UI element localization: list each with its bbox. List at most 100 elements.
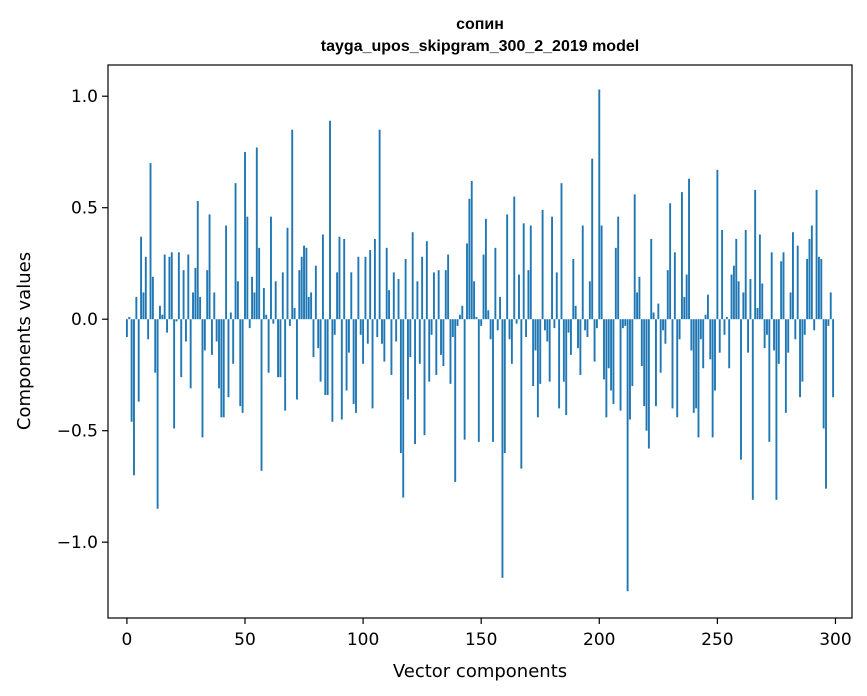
bar	[794, 319, 797, 340]
bar	[553, 319, 556, 329]
bar	[312, 319, 315, 358]
bar	[236, 281, 239, 320]
bar	[780, 261, 783, 320]
bar	[388, 290, 391, 320]
bar	[409, 319, 412, 358]
bar	[347, 319, 350, 353]
bar	[418, 319, 421, 364]
bar	[544, 319, 546, 331]
bar	[555, 272, 558, 320]
bar	[314, 265, 317, 320]
bar	[477, 319, 480, 442]
bar	[711, 319, 714, 438]
bar	[735, 238, 738, 320]
bar	[777, 319, 780, 364]
bar	[603, 319, 605, 380]
bar	[633, 194, 636, 320]
bar	[267, 319, 270, 373]
bar	[407, 319, 409, 400]
bar	[688, 178, 690, 320]
bar	[255, 147, 258, 320]
bar	[598, 89, 601, 320]
bar	[638, 276, 641, 320]
bar	[456, 319, 459, 326]
bar	[832, 319, 835, 398]
bar	[210, 319, 213, 355]
bar	[381, 319, 383, 344]
bar	[199, 296, 202, 320]
bar	[706, 294, 709, 320]
bar	[251, 276, 254, 320]
bar	[463, 319, 466, 440]
bar	[574, 305, 577, 320]
bar	[350, 272, 353, 320]
bar	[234, 183, 237, 320]
bar	[619, 319, 622, 411]
bar	[768, 319, 771, 442]
bar	[421, 256, 424, 320]
bar	[189, 319, 192, 389]
bar	[369, 250, 372, 320]
x-tick-label: 200	[583, 630, 615, 650]
bar	[215, 319, 218, 342]
bar	[480, 319, 483, 326]
bar	[265, 314, 268, 320]
bar	[258, 247, 261, 320]
bar	[338, 236, 341, 320]
bar	[761, 283, 764, 320]
bar	[182, 270, 185, 320]
bar	[681, 192, 683, 320]
bar	[584, 319, 587, 331]
x-tick-label: 0	[121, 630, 132, 650]
bar	[612, 319, 615, 404]
bar	[827, 319, 830, 326]
bar	[666, 270, 669, 320]
bar	[614, 247, 617, 320]
bar	[829, 292, 832, 320]
bar	[277, 319, 279, 378]
bar	[510, 319, 513, 364]
bar	[371, 319, 374, 409]
bar	[260, 319, 263, 471]
bar	[676, 319, 679, 418]
bar	[626, 319, 629, 592]
bar	[340, 319, 343, 420]
bar	[317, 319, 320, 349]
bar	[321, 234, 324, 320]
bar	[274, 281, 277, 320]
bar	[244, 151, 246, 320]
bar	[159, 305, 161, 320]
x-tick-label: 150	[465, 630, 497, 650]
bar	[329, 120, 331, 320]
x-axis: 0 50 100 150 200 250 300	[121, 618, 852, 650]
bar	[775, 319, 778, 500]
bar	[643, 319, 646, 407]
bar	[430, 319, 433, 335]
bar	[291, 129, 294, 320]
bar	[541, 209, 544, 320]
bar	[366, 319, 369, 344]
bar	[307, 296, 310, 320]
bar	[437, 270, 440, 320]
bar	[513, 196, 516, 320]
bar	[718, 319, 721, 353]
bar	[522, 223, 525, 320]
bar	[756, 308, 759, 320]
bar	[416, 281, 419, 320]
bar	[135, 296, 138, 320]
bar	[435, 319, 438, 375]
y-tick-label: −1.0	[57, 533, 98, 553]
bar	[399, 319, 402, 453]
bar	[253, 292, 256, 320]
bar	[773, 319, 775, 351]
bar	[787, 319, 790, 353]
bar	[709, 319, 712, 360]
bar	[569, 319, 572, 355]
bar	[728, 319, 731, 369]
bar	[749, 279, 752, 320]
bar	[581, 225, 584, 320]
x-tick-label: 50	[234, 630, 256, 650]
bar	[723, 319, 726, 335]
bar	[246, 216, 249, 320]
bar	[503, 319, 506, 453]
